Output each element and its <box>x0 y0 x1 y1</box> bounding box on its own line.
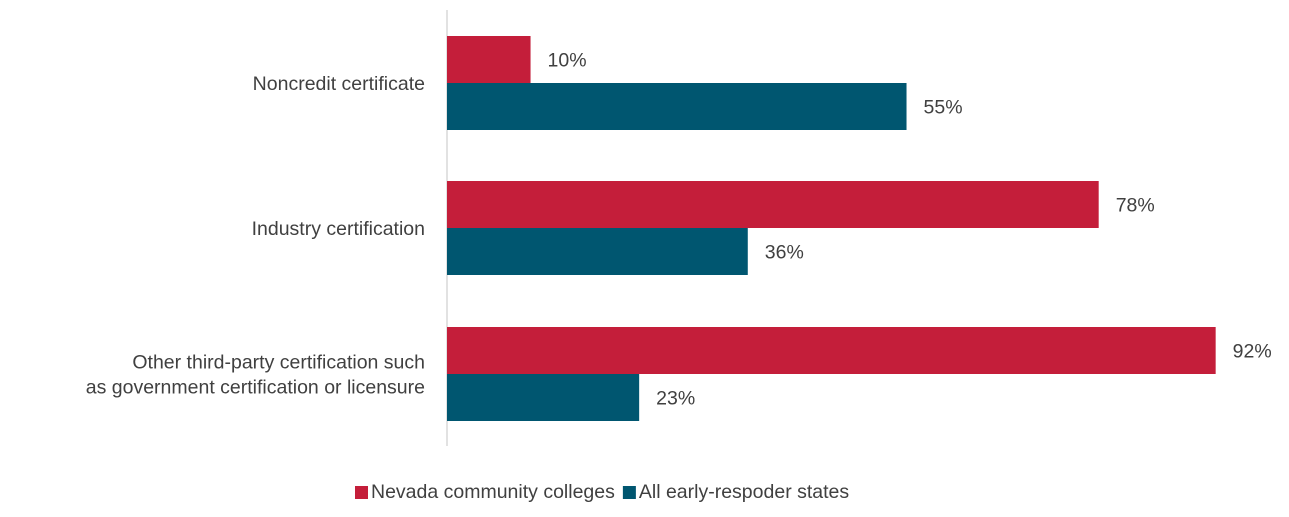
data-label: 78% <box>1116 195 1155 217</box>
data-label: 36% <box>765 242 804 264</box>
category-label: Other third-party certification such <box>132 352 425 374</box>
data-label: 10% <box>548 50 587 72</box>
legend-swatch <box>355 486 368 499</box>
bar-all-states-0 <box>447 83 907 130</box>
legend-entry: All early-respoder states <box>639 481 850 503</box>
category-label: Industry certification <box>252 218 425 240</box>
bar-nevada-2 <box>447 327 1216 374</box>
category-label: Noncredit certificate <box>253 73 425 95</box>
legend-entry: Nevada community colleges <box>371 481 615 503</box>
legend-swatch <box>622 486 636 499</box>
data-label: 92% <box>1233 341 1272 363</box>
bar-all-states-2 <box>447 374 640 421</box>
bar-nevada-1 <box>447 181 1099 228</box>
data-label: 55% <box>924 97 963 119</box>
data-label: 23% <box>656 388 695 410</box>
bar-all-states-1 <box>447 228 748 275</box>
bar-nevada-0 <box>447 36 531 83</box>
category-label: as government certification or licensure <box>86 377 425 399</box>
